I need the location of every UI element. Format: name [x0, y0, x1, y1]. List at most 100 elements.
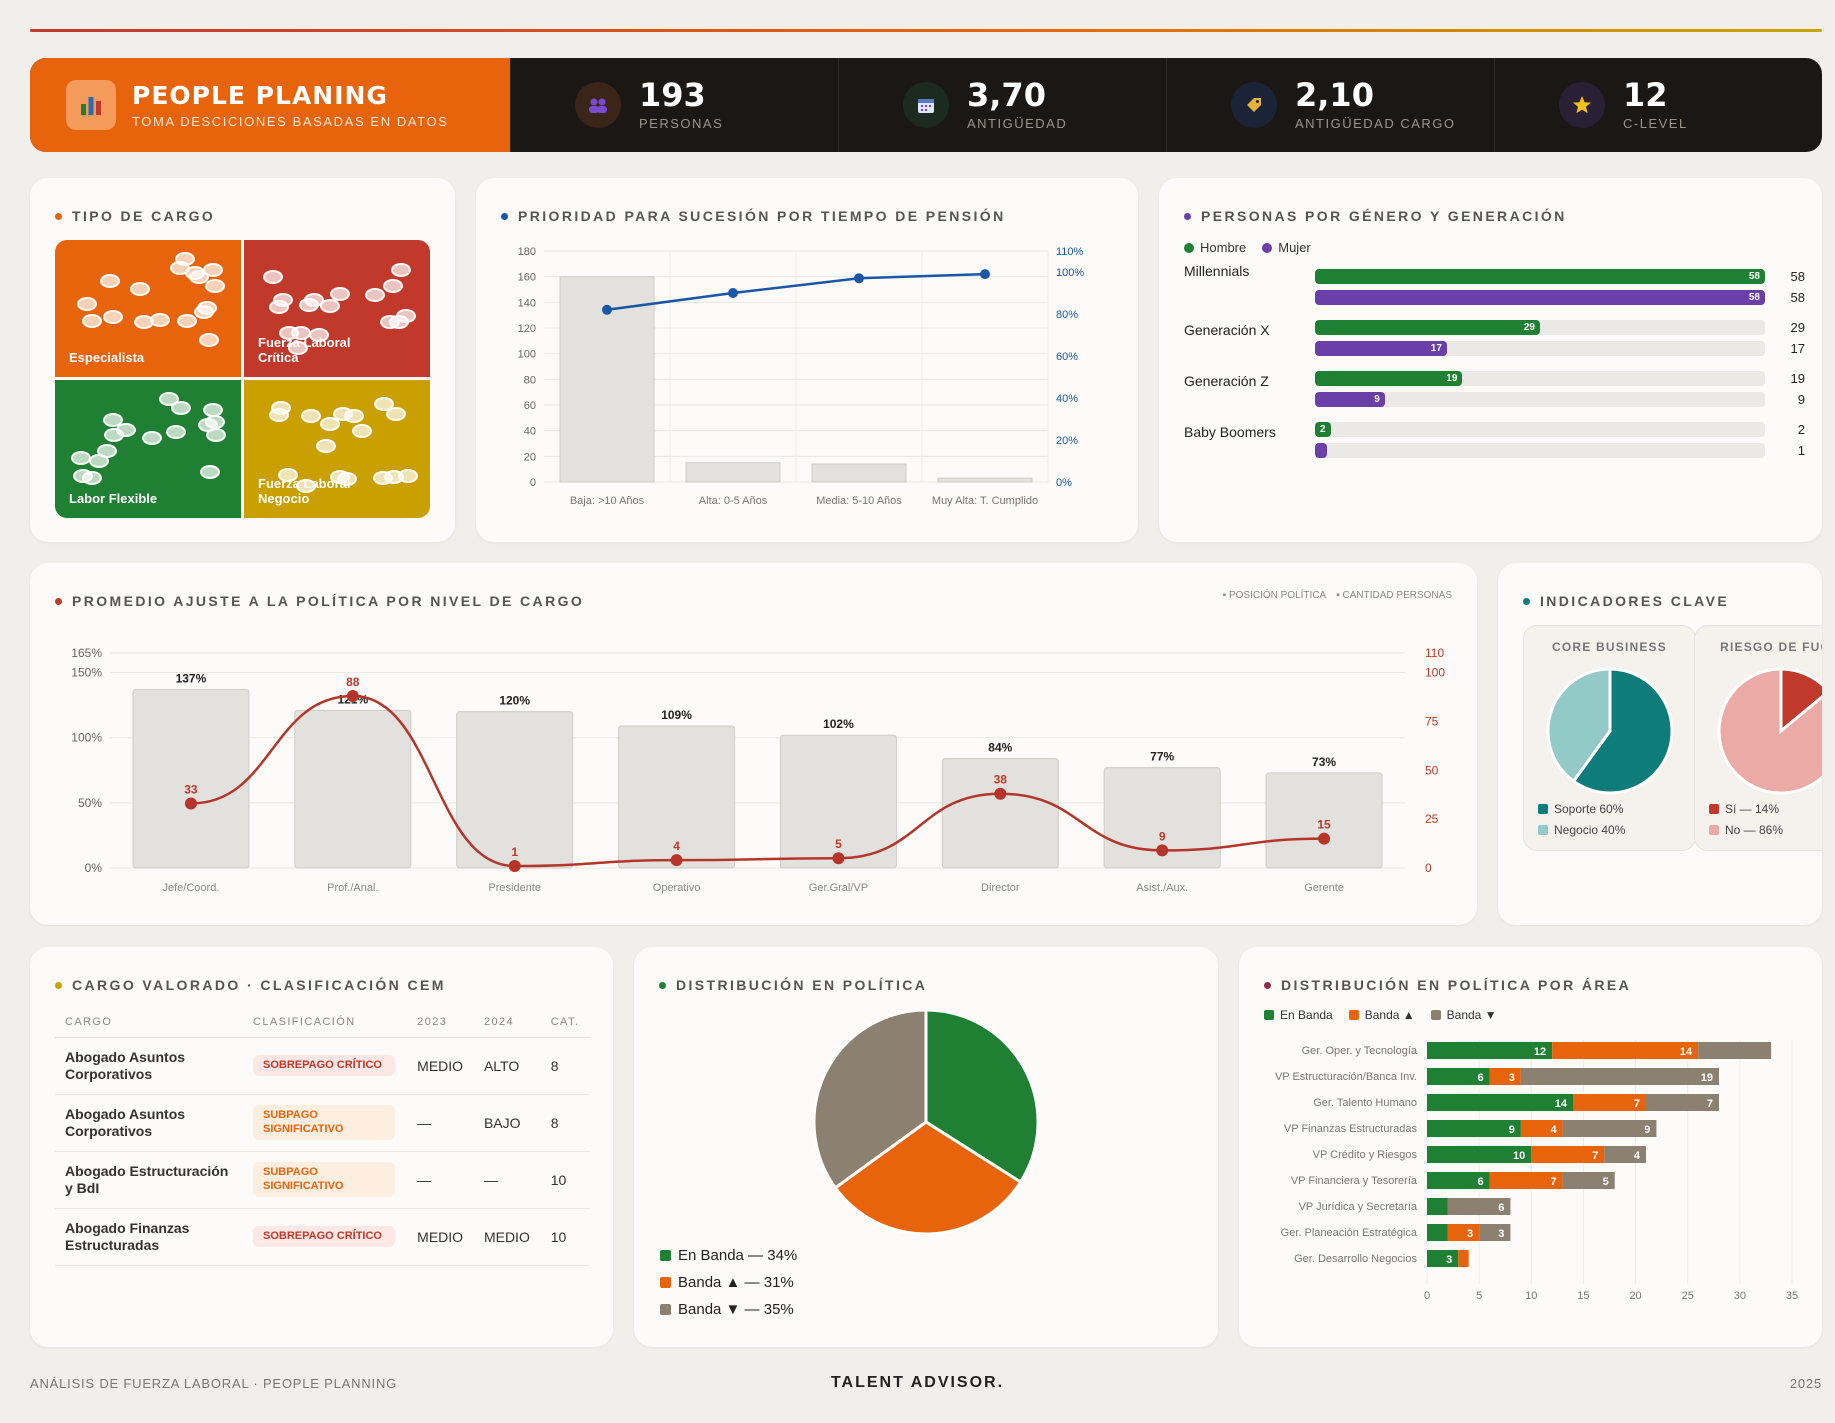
card-title: INDICADORES CLAVE [1523, 593, 1729, 609]
cem-table: CARGO CLASIFICACIÓN 2023 2024 CAT. Aboga… [55, 1007, 590, 1266]
bubble-marker [365, 288, 386, 303]
bubble-marker [129, 282, 150, 297]
people-icon [575, 82, 621, 128]
y2-tick: 25 [1425, 812, 1439, 826]
legend-soporte: Soporte 60% [1538, 802, 1623, 816]
bubble-marker [204, 278, 225, 293]
treemap-cell-labor-flexible[interactable]: Labor Flexible [55, 380, 241, 518]
bar-value: 58 [1790, 290, 1805, 305]
bar[interactable]: 58 [1315, 269, 1765, 284]
bubble-marker [330, 470, 351, 485]
category-label: VP Financiera y Tesorería [1291, 1175, 1418, 1187]
segment-label: 5 [1603, 1176, 1609, 1188]
table-row[interactable]: Abogado Asuntos Corporativos SUBPAGO SIG… [55, 1094, 590, 1152]
bubble-marker [279, 325, 300, 340]
line-point [346, 690, 359, 702]
treemap-label: Labor Flexible [69, 490, 158, 506]
footer-year: 2025 [1789, 1376, 1822, 1391]
category-label: VP Finanzas Estructuradas [1284, 1123, 1418, 1135]
card-title: DISTRIBUCIÓN EN POLÍTICA [659, 977, 927, 993]
cell-cargo: Abogado Asuntos Corporativos [55, 1037, 243, 1095]
bar[interactable]: 29 [1315, 320, 1540, 335]
bar [294, 709, 412, 869]
cell-cargo: Abogado Estructuración y BdI [55, 1151, 243, 1209]
cell-cargo: Abogado Asuntos Corporativos [55, 1094, 243, 1152]
treemap-cell-especialista[interactable]: Especialista [55, 240, 241, 377]
bar[interactable]: 17 [1315, 341, 1447, 356]
status-badge: SOBREPAGO CRÍTICO [253, 1054, 395, 1077]
bar-value: 29 [1790, 320, 1805, 335]
bar-segment [1520, 1068, 1719, 1085]
x-tick: Jefe/Coord. [163, 882, 220, 894]
category-label: VP Crédito y Riesgos [1313, 1149, 1418, 1161]
bubble-marker [320, 299, 341, 314]
bar-segment [1427, 1224, 1448, 1241]
status-badge: SUBPAGO SIGNIFICATIVO [253, 1105, 395, 1140]
legend-swatch [660, 1304, 671, 1315]
x-tick: Alta: 0-5 Años [699, 495, 768, 507]
bar[interactable]: 58 [1315, 290, 1765, 305]
y2-tick: 60% [1056, 351, 1078, 363]
genero-card: PERSONAS POR GÉNERO Y GENERACIÓN Hombre … [1159, 178, 1822, 542]
treemap-label: Especialista [69, 349, 145, 365]
bar-segment [1489, 1172, 1563, 1189]
bubble-marker [382, 279, 403, 294]
bar-value: 9 [1797, 392, 1805, 407]
bubble-marker [141, 430, 162, 445]
cell-cat: 10 [540, 1151, 590, 1209]
cell-clasificacion: SOBREPAGO CRÍTICO [243, 1037, 408, 1095]
bar[interactable] [1315, 443, 1327, 458]
cell-2023: MEDIO [407, 1208, 474, 1266]
kpi-c-level: 12 C-LEVEL [1494, 58, 1822, 152]
line-series [606, 272, 986, 312]
cell-clasificacion: SUBPAGO SIGNIFICATIVO [243, 1094, 408, 1152]
segment-label: 9 [1509, 1124, 1515, 1136]
segment-label: 7 [1550, 1176, 1556, 1188]
line-point [832, 852, 845, 865]
top-accent-line [30, 29, 1822, 32]
bubble-marker [89, 453, 110, 468]
x-tick: Ger.Gral/VP [809, 882, 868, 894]
bubble-marker [379, 315, 400, 330]
table-row[interactable]: Abogado Finanzas Estructuradas SOBREPAGO… [55, 1208, 590, 1266]
legend-swatch [660, 1250, 671, 1261]
card-title: PERSONAS POR GÉNERO Y GENERACIÓN [1184, 208, 1567, 224]
bubble-marker [81, 313, 102, 328]
category-label: Millennials [1184, 263, 1250, 279]
header-bar: PEOPLE PLANING TOMA DESCICIONES BASADAS … [30, 58, 1822, 152]
table-row[interactable]: Abogado Estructuración y BdI SUBPAGO SIG… [55, 1151, 590, 1209]
col-2023: 2023 [407, 1007, 474, 1038]
bubble-marker [333, 407, 354, 422]
y2-tick: 40% [1056, 393, 1078, 405]
treemap-cell-fuerza-critica[interactable]: Fuerza Laboral Crítica [244, 240, 430, 377]
bar-label: 84% [988, 741, 1012, 755]
line-label: 38 [994, 773, 1008, 787]
mini-title: CORE BUSINESS [1552, 640, 1667, 654]
bubble-marker [115, 423, 136, 438]
x-tick: 5 [1476, 1290, 1482, 1302]
segment-label: 6 [1477, 1176, 1483, 1188]
x-tick: Muy Alta: T. Cumplido [932, 495, 1038, 507]
segment-label: 7 [1707, 1098, 1713, 1110]
bar-chart-icon [66, 80, 116, 130]
category-label: Ger. Oper. y Tecnología [1302, 1045, 1418, 1057]
bar-segment [1489, 1068, 1521, 1085]
category-label: Ger. Desarrollo Negocios [1294, 1253, 1417, 1265]
y-tick: 0 [530, 477, 536, 489]
treemap-cell-fuerza-negocio[interactable]: Fuerza Laboral Negocio [244, 380, 430, 518]
bar[interactable]: 19 [1315, 371, 1463, 386]
table-header: CARGO CLASIFICACIÓN 2023 2024 CAT. [55, 1007, 590, 1038]
category-label: Ger. Planeación Estratégica [1281, 1227, 1418, 1239]
card-title: DISTRIBUCIÓN EN POLÍTICA POR ÁREA [1264, 977, 1631, 993]
table-row[interactable]: Abogado Asuntos Corporativos SOBREPAGO C… [55, 1037, 590, 1095]
bubble-marker [166, 424, 187, 439]
category-label: Baby Boomers [1184, 424, 1276, 440]
app-subtitle: TOMA DESCICIONES BASADAS EN DATOS [132, 114, 449, 129]
status-badge: SUBPAGO SIGNIFICATIVO [253, 1162, 395, 1197]
x-tick: 35 [1786, 1290, 1798, 1302]
bar[interactable]: 2 [1315, 422, 1331, 437]
category-label: Generación X [1184, 322, 1270, 338]
bar[interactable]: 9 [1315, 392, 1385, 407]
category-label: VP Estructuración/Banca Inv. [1275, 1071, 1417, 1083]
y-tick: 50% [78, 796, 102, 810]
